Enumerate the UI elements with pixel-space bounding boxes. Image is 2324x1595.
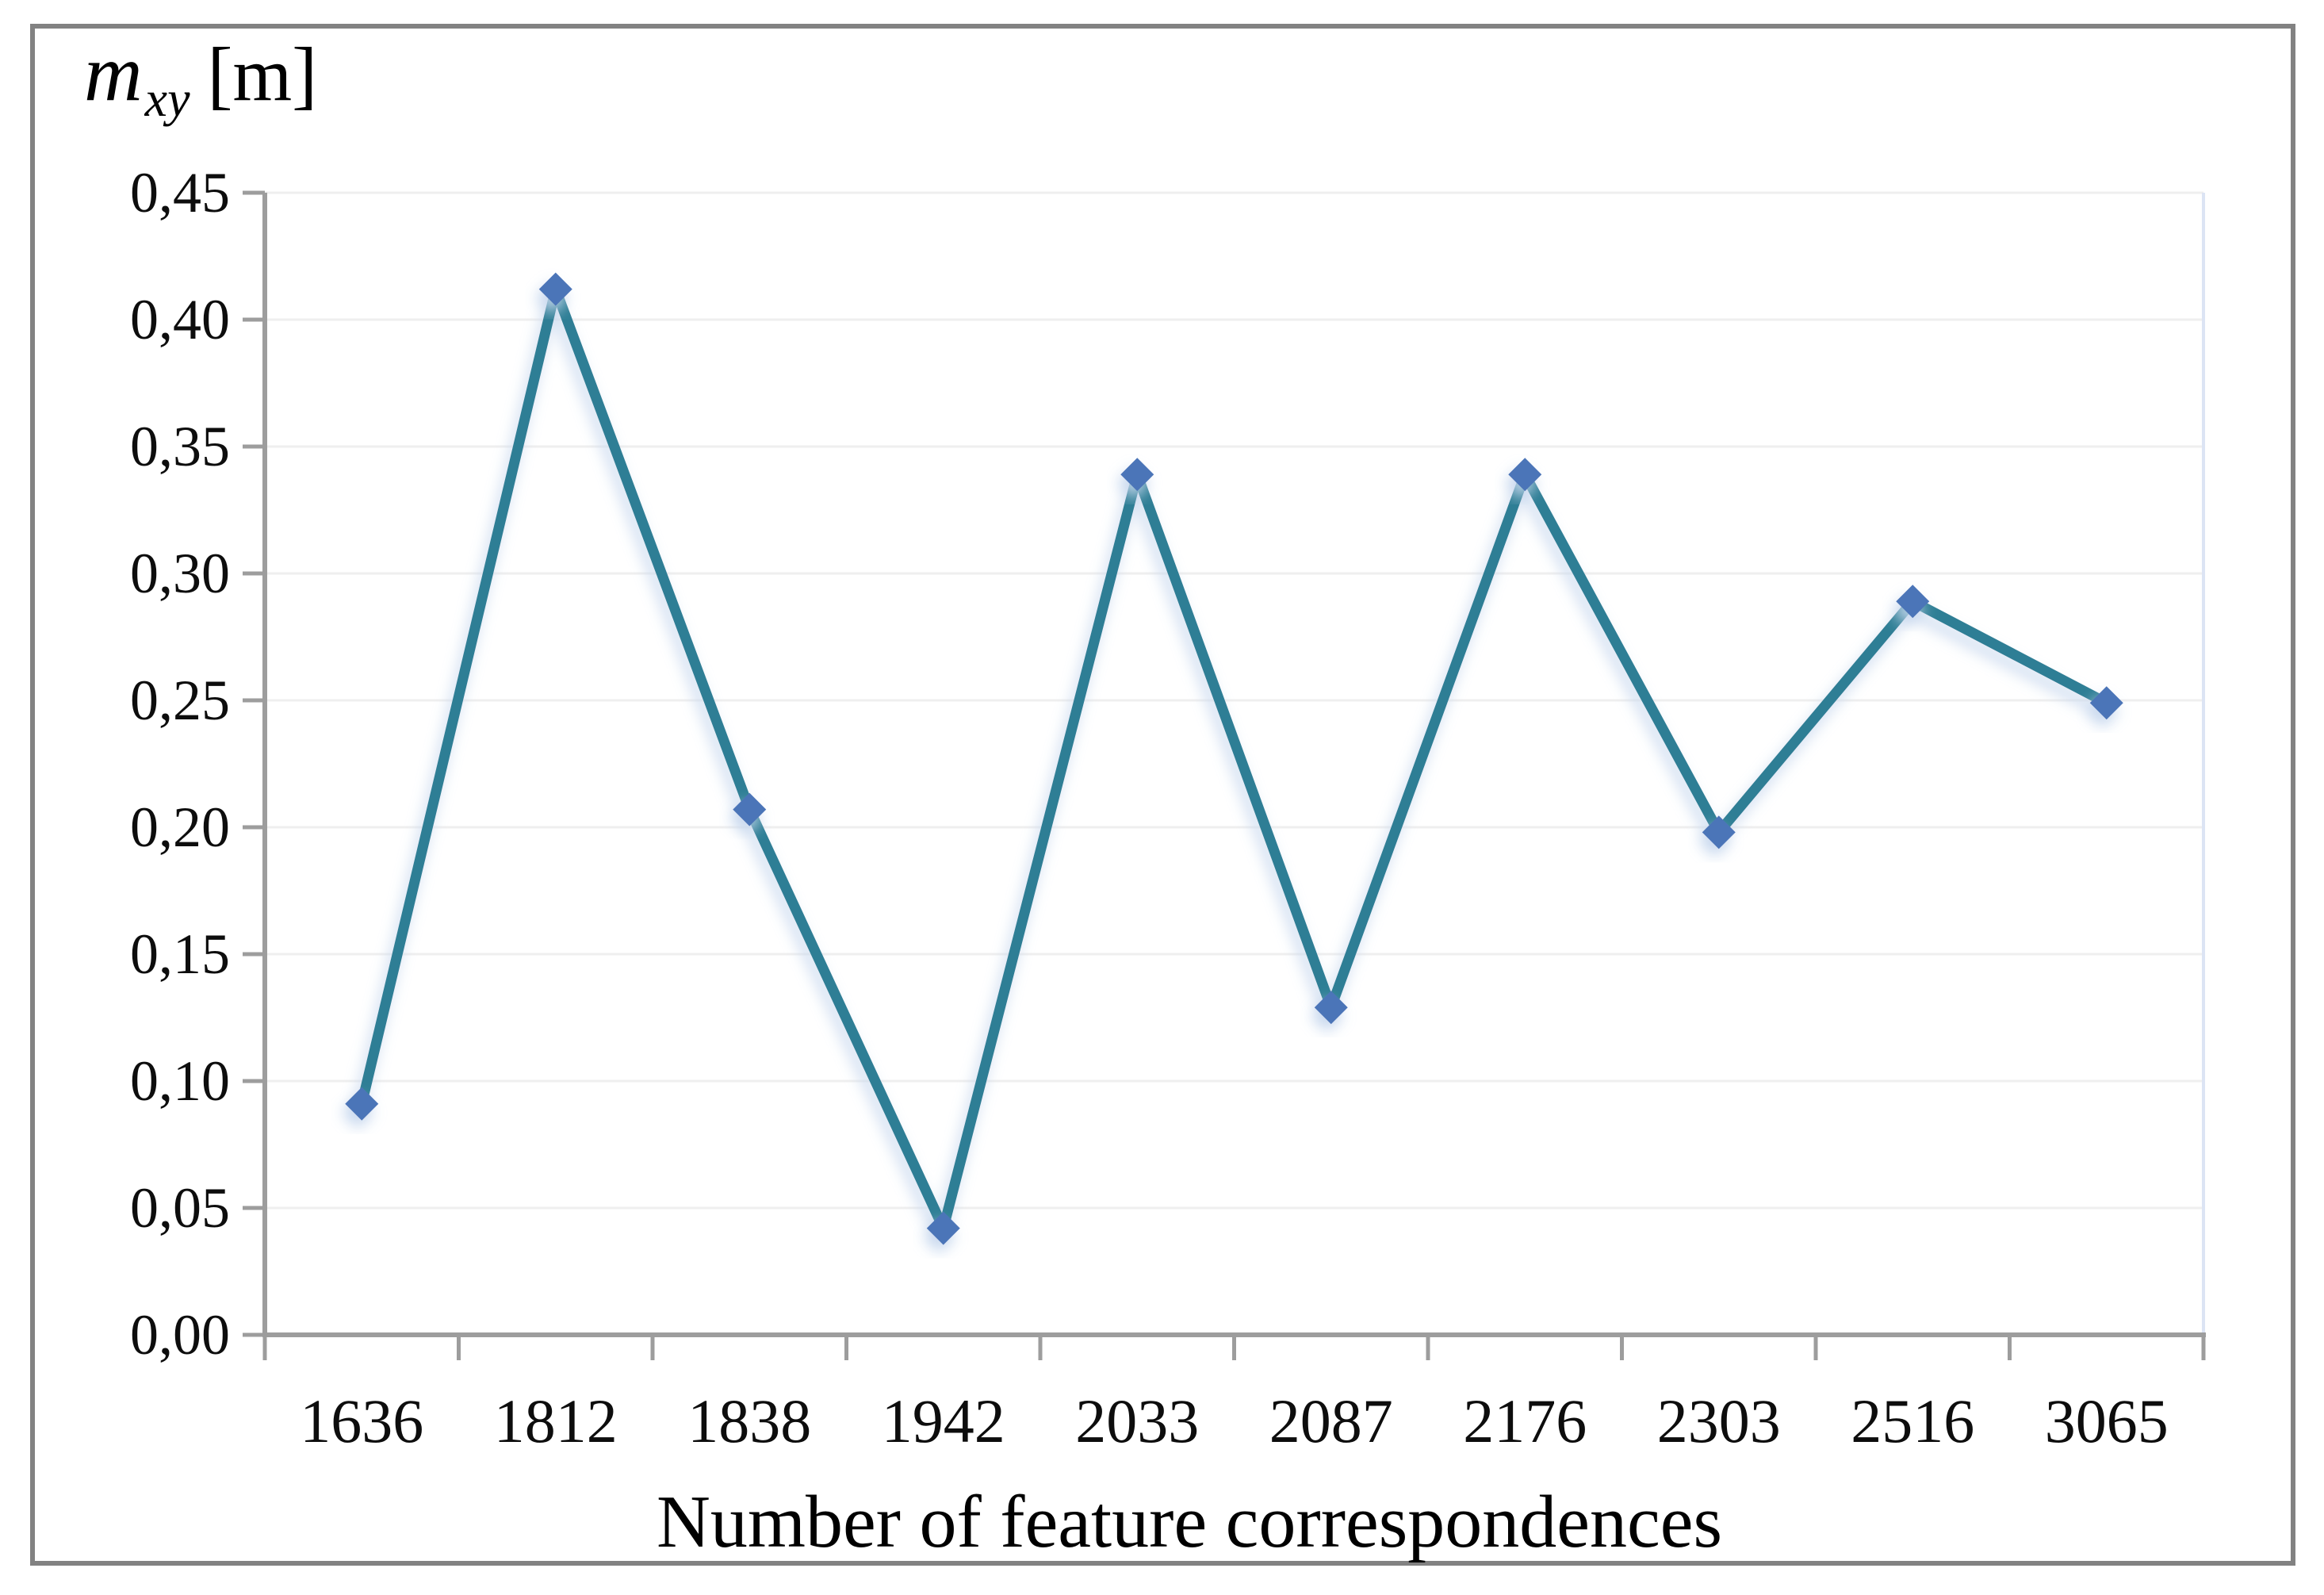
data-point-marker <box>733 792 767 826</box>
y-tick-label: 0,05 <box>130 1176 230 1240</box>
x-axis-title: Number of feature correspondences <box>657 1481 1722 1563</box>
x-tick-label: 2087 <box>1269 1386 1393 1455</box>
y-tick-label: 0,20 <box>130 796 230 859</box>
data-point-marker <box>1120 458 1154 492</box>
data-point-marker <box>926 1211 960 1245</box>
x-tick-label: 1636 <box>300 1386 423 1455</box>
data-point-marker <box>1702 815 1736 849</box>
y-axis-title-subscript: xy <box>144 71 190 127</box>
y-axis-title-unit: [m] <box>207 32 318 117</box>
y-axis-title: mxy [m] <box>84 33 317 125</box>
data-line <box>356 284 2112 1234</box>
y-axis-title-variable: m <box>84 29 143 118</box>
x-tick-label: 2033 <box>1075 1386 1199 1455</box>
y-tick-label: 0,00 <box>130 1303 230 1367</box>
outer-border <box>30 24 2295 1566</box>
data-point-marker <box>1508 458 1542 492</box>
y-tick-label: 0,30 <box>130 542 230 605</box>
x-tick-label: 2516 <box>1851 1386 1974 1455</box>
y-tick-label: 0,35 <box>130 415 230 478</box>
y-tick-label: 0,10 <box>130 1049 230 1113</box>
data-point-marker <box>345 1087 379 1121</box>
data-point-marker <box>1896 585 1930 619</box>
x-tick-label: 2176 <box>1463 1386 1587 1455</box>
x-tick-label: 1812 <box>494 1386 618 1455</box>
data-point-marker <box>1314 991 1348 1025</box>
y-tick-label: 0,45 <box>130 161 230 224</box>
data-point-marker <box>538 272 572 306</box>
y-tick-label: 0,15 <box>130 922 230 986</box>
y-tick-label: 0,25 <box>130 669 230 732</box>
data-point-marker <box>2089 686 2123 720</box>
x-tick-label: 2303 <box>1657 1386 1781 1455</box>
x-tick-label: 3065 <box>2045 1386 2169 1455</box>
y-tick-label: 0,40 <box>130 288 230 351</box>
x-tick-label: 1942 <box>882 1386 1005 1455</box>
x-tick-label: 1838 <box>687 1386 811 1455</box>
